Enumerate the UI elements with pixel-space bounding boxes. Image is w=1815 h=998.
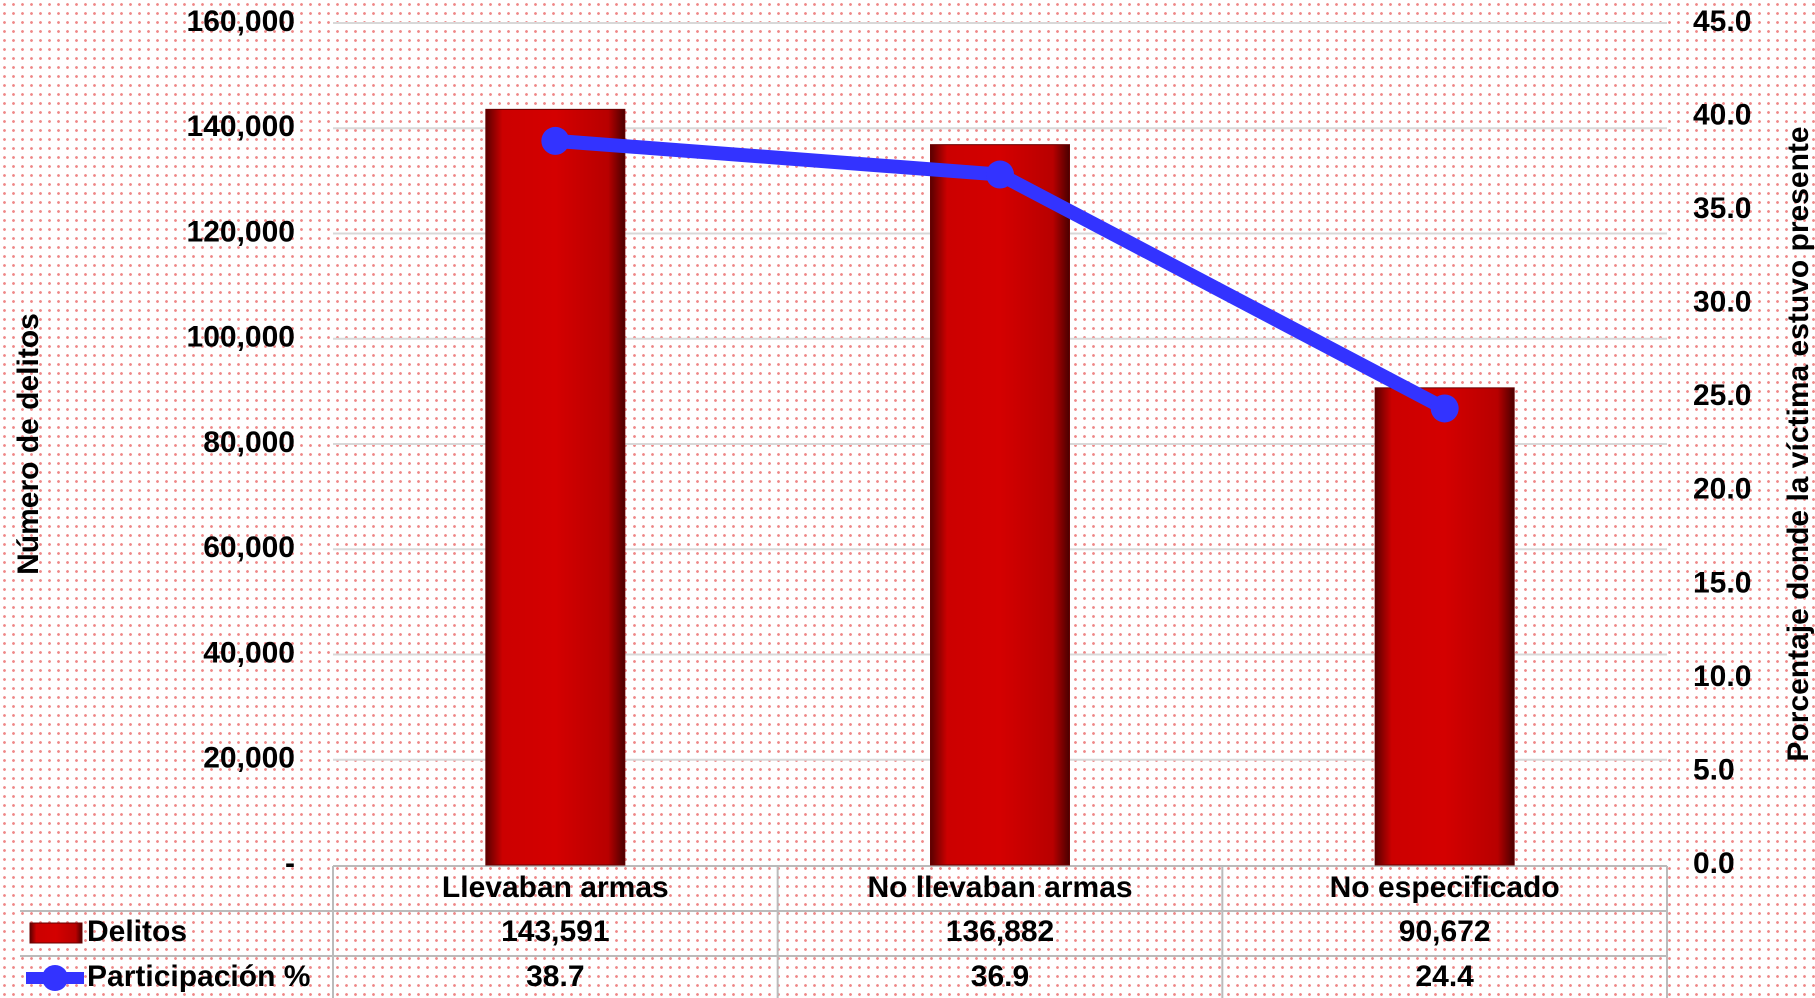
legend-label: Delitos: [87, 915, 187, 948]
table-value: 136,882: [946, 915, 1054, 948]
y-tick-label: 120,000: [187, 215, 295, 248]
x-tick-label: No llevaban armas: [867, 871, 1132, 904]
bar: [1374, 387, 1515, 866]
y2-tick-label: 5.0: [1693, 753, 1735, 786]
y2-tick-label: 35.0: [1693, 192, 1751, 225]
table-value: 36.9: [971, 960, 1029, 993]
y2-tick-label: 0.0: [1693, 847, 1735, 880]
y2-tick-label: 15.0: [1693, 566, 1751, 599]
legend-swatch: [42, 965, 68, 991]
y-axis-title: Número de delitos: [12, 313, 45, 575]
y2-tick-label: 30.0: [1693, 286, 1751, 319]
y-tick-label: 140,000: [187, 110, 295, 143]
y-tick-label: 80,000: [203, 426, 295, 459]
y2-tick-label: 45.0: [1693, 5, 1751, 38]
table-value: 143,591: [501, 915, 609, 948]
y-tick-label: 20,000: [203, 742, 295, 775]
legend-swatch: [29, 922, 83, 944]
x-tick-label: Llevaban armas: [442, 871, 669, 904]
table-value: 24.4: [1415, 960, 1474, 993]
y2-tick-label: 10.0: [1693, 660, 1751, 693]
bar: [485, 108, 626, 866]
marker: [1430, 394, 1459, 423]
legend-label: Participación %: [87, 960, 310, 993]
table-value: 90,672: [1399, 915, 1491, 948]
table-value: 38.7: [526, 960, 584, 993]
marker: [986, 160, 1014, 189]
x-tick-label: No especificado: [1330, 871, 1560, 904]
y-tick-label: 60,000: [203, 531, 295, 564]
y2-tick-label: 20.0: [1693, 473, 1751, 506]
y-tick-label: 40,000: [203, 636, 295, 669]
y-tick-label: 160,000: [187, 5, 295, 38]
bar: [930, 144, 1070, 866]
y2-axis-title: Porcentaje donde la víctima estuvo prese…: [1782, 126, 1815, 761]
marker: [541, 126, 570, 155]
y2-tick-label: 40.0: [1693, 98, 1751, 131]
y2-tick-label: 25.0: [1693, 379, 1751, 412]
y-tick-label: 100,000: [187, 321, 295, 354]
y-tick-label: -: [285, 847, 295, 880]
